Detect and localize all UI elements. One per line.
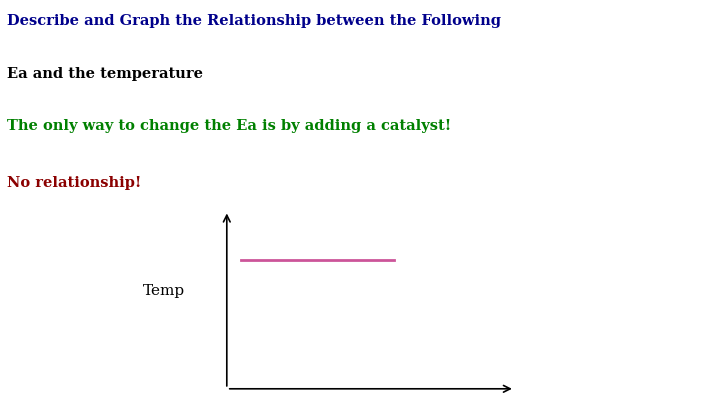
Text: Describe and Graph the Relationship between the Following: Describe and Graph the Relationship betw…	[7, 14, 501, 28]
Text: No relationship!: No relationship!	[7, 176, 142, 190]
Text: Temp: Temp	[143, 284, 184, 298]
Text: The only way to change the Ea is by adding a catalyst!: The only way to change the Ea is by addi…	[7, 119, 451, 134]
Text: Ea and the temperature: Ea and the temperature	[7, 67, 203, 81]
